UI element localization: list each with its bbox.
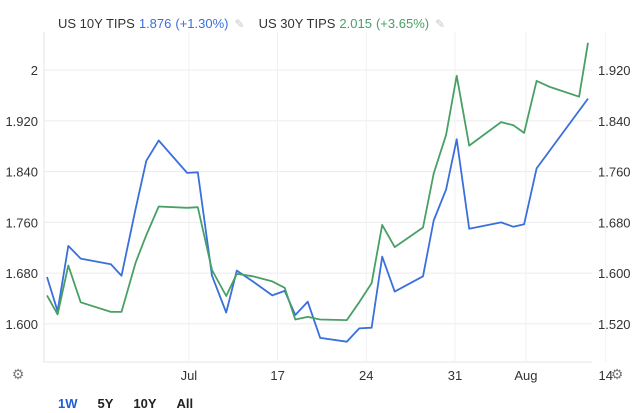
legend: US 10Y TIPS 1.876 (+1.30%) ✎ US 30Y TIPS… — [58, 16, 459, 31]
left-axis: 2 1.920 1.840 1.760 1.680 1.600 — [5, 63, 38, 332]
legend-entry-10y[interactable]: US 10Y TIPS 1.876 (+1.30%) ✎ — [58, 16, 245, 31]
x-tick-label: Aug — [514, 368, 537, 383]
left-tick-label: 1.760 — [5, 215, 38, 230]
left-tick-label: 1.600 — [5, 317, 38, 332]
legend-series-name: US 30Y TIPS — [258, 16, 336, 31]
legend-series-change: (+1.30%) — [175, 16, 229, 31]
x-tick-label: 24 — [359, 368, 373, 383]
left-tick-label: 2 — [31, 63, 38, 78]
legend-series-value: 2.015 — [339, 16, 372, 31]
grid-lines — [43, 32, 607, 363]
x-tick-label: 31 — [448, 368, 462, 383]
left-tick-label: 1.840 — [5, 165, 38, 180]
range-1w-button[interactable]: 1W — [58, 396, 78, 411]
right-tick-label: 1.920 — [598, 63, 631, 78]
gear-icon[interactable]: ⚙ — [11, 366, 25, 382]
legend-series-change: (+3.65%) — [375, 16, 430, 31]
x-tick-label: 14 — [599, 368, 613, 383]
range-10y-button[interactable]: 10Y — [133, 396, 157, 411]
right-tick-label: 1.600 — [598, 266, 631, 281]
x-axis: Jul 17 24 31 Aug 14 — [181, 368, 613, 383]
legend-series-name: US 10Y TIPS — [58, 16, 135, 31]
series-line-10y[interactable] — [46, 98, 589, 343]
right-tick-label: 1.680 — [598, 215, 631, 230]
x-tick-label: 17 — [270, 368, 284, 383]
range-all-button[interactable]: All — [176, 396, 194, 411]
series-line-30y[interactable] — [46, 42, 589, 322]
left-tick-label: 1.680 — [5, 266, 38, 281]
right-tick-label: 1.520 — [598, 317, 631, 332]
right-axis: 1.920 1.840 1.760 1.680 1.600 1.520 — [598, 63, 631, 332]
left-tick-label: 1.920 — [5, 114, 38, 129]
right-tick-label: 1.760 — [598, 165, 631, 180]
x-tick-label: Jul — [181, 368, 198, 383]
series-group — [46, 42, 589, 343]
range-selector: 1W 5Y 10Y All — [58, 396, 213, 411]
range-5y-button[interactable]: 5Y — [97, 396, 114, 411]
legend-series-value: 1.876 — [138, 16, 172, 31]
right-tick-label: 1.840 — [598, 114, 631, 129]
pencil-icon[interactable]: ✎ — [435, 16, 446, 31]
pencil-icon[interactable]: ✎ — [234, 16, 245, 31]
gear-icon[interactable]: ⚙ — [610, 366, 624, 382]
legend-entry-30y[interactable]: US 30Y TIPS 2.015 (+3.65%) ✎ — [259, 16, 446, 31]
